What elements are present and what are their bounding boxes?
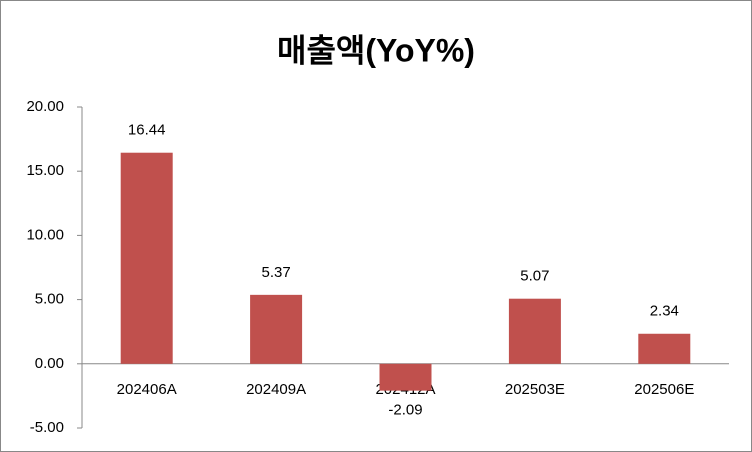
value-label: 5.37 <box>261 264 290 281</box>
y-tick-label: 15.00 <box>26 162 64 179</box>
x-tick-label: 202506E <box>634 381 694 398</box>
y-tick-label: -5.00 <box>30 419 64 436</box>
bar <box>379 363 432 391</box>
y-tick-label: 20.00 <box>26 98 64 115</box>
y-tick-label: 0.00 <box>35 355 64 372</box>
bar <box>638 333 691 364</box>
bar <box>508 298 561 364</box>
value-label: 16.44 <box>128 122 166 139</box>
x-tick-label: 202503E <box>505 381 565 398</box>
value-label: 2.34 <box>650 303 679 320</box>
value-label: -2.09 <box>388 402 422 419</box>
x-tick-label: 202409A <box>246 381 306 398</box>
bar <box>120 152 173 364</box>
chart-title: 매출액(YoY%) <box>277 32 475 68</box>
y-tick-label: 5.00 <box>35 291 64 308</box>
value-label: 5.07 <box>520 268 549 285</box>
bar <box>250 294 303 364</box>
x-tick-label: 202406A <box>117 381 177 398</box>
y-tick-label: 10.00 <box>26 226 64 243</box>
